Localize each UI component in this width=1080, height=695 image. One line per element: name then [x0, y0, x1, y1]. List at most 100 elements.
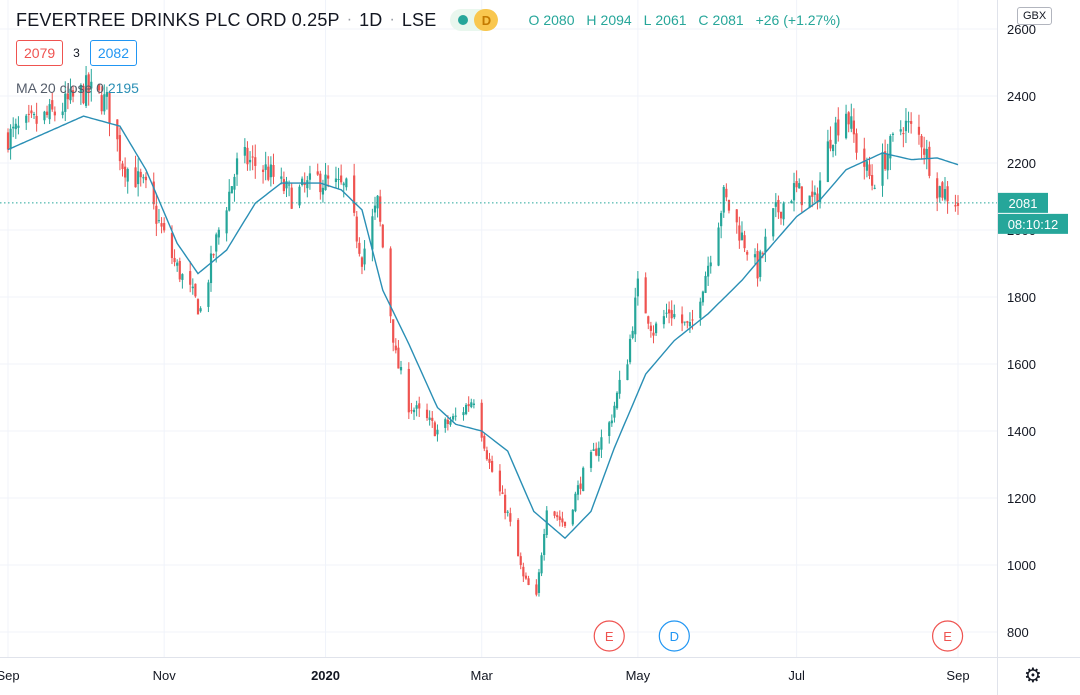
candle-body	[389, 248, 392, 317]
candle-body	[160, 223, 163, 227]
candle-down	[686, 320, 689, 329]
candle-down	[561, 511, 564, 527]
candle-body	[686, 321, 689, 323]
candle-down	[319, 170, 322, 200]
candle-up	[574, 491, 577, 513]
candle-body	[394, 345, 397, 351]
candle-up	[363, 240, 366, 271]
candle-body	[32, 114, 36, 116]
candle-body	[571, 509, 574, 525]
event-circle	[593, 620, 625, 652]
candle-body	[139, 171, 142, 178]
quote-row: 2079 3 2082	[16, 40, 137, 66]
interval-label[interactable]: 1D	[359, 9, 383, 30]
candle-up	[301, 176, 304, 187]
earnings-marker[interactable]: E	[931, 620, 964, 652]
candle-down	[563, 521, 567, 528]
candle-body	[582, 467, 585, 492]
candle-down	[779, 211, 783, 225]
candle-body	[399, 367, 403, 371]
candle-body	[844, 113, 848, 139]
candle-body	[126, 169, 129, 182]
candle-up	[43, 110, 46, 125]
candle-up	[673, 304, 676, 320]
candle-up	[891, 132, 895, 142]
sell-price-button[interactable]: 2079	[16, 40, 64, 66]
candle-up	[176, 259, 179, 272]
candle-body	[121, 163, 124, 170]
candle-body	[43, 111, 46, 121]
candle-body	[699, 301, 702, 319]
settings-gear-icon[interactable]: ⚙	[1024, 665, 1042, 687]
candle-body	[868, 164, 871, 176]
candle-body	[116, 119, 119, 140]
candle-down	[160, 217, 163, 234]
candle-body	[889, 136, 892, 159]
candle-body	[488, 458, 491, 463]
candle-down	[6, 128, 10, 153]
y-tick-label: 1000	[1007, 558, 1036, 573]
candle-down	[173, 249, 176, 267]
candle-up	[844, 104, 848, 140]
currency-button[interactable]: GBX	[1017, 7, 1053, 25]
candle-body	[774, 202, 777, 207]
symbol-title[interactable]: FEVERTREE DRINKS PLC ORD 0.25P	[16, 9, 340, 30]
candle-body	[301, 178, 304, 185]
candle-body	[436, 429, 439, 435]
candles	[6, 65, 960, 597]
candle-down	[681, 306, 684, 332]
buy-price-button[interactable]: 2082	[89, 40, 137, 66]
candle-down	[327, 165, 330, 188]
candle-down	[509, 507, 512, 527]
candle-down	[134, 155, 137, 188]
candle-down	[884, 139, 887, 171]
candle-up	[324, 162, 327, 191]
candle-body	[428, 417, 431, 420]
candle-body	[444, 419, 447, 428]
spread-value: 3	[73, 46, 80, 60]
candle-down	[360, 256, 364, 275]
candle-body	[290, 187, 293, 209]
candle-body	[498, 470, 502, 492]
dividend-marker[interactable]: D	[658, 620, 690, 652]
candle-down	[923, 136, 926, 165]
candle-body	[189, 271, 192, 285]
candle-body	[863, 148, 866, 167]
candle-body	[355, 216, 358, 242]
candle-up	[626, 359, 629, 381]
candle-body	[207, 282, 210, 307]
candle-body	[826, 141, 829, 182]
candle-body	[230, 186, 233, 194]
candle-body	[740, 232, 744, 241]
market-status-pill[interactable]: D	[450, 9, 499, 31]
candle-up	[707, 256, 710, 286]
candle-down	[139, 168, 142, 187]
candle-body	[884, 151, 887, 170]
candle-down	[524, 572, 528, 580]
candle-body	[340, 175, 343, 183]
candle-body	[683, 321, 686, 323]
candle-body	[904, 120, 908, 132]
candle-up	[662, 309, 665, 329]
candle-body	[103, 94, 106, 112]
candle-up	[90, 68, 93, 102]
candle-body	[12, 126, 15, 129]
candle-body	[553, 511, 556, 516]
candle-up	[126, 167, 129, 194]
candle-down	[670, 300, 673, 326]
candle-body	[829, 139, 832, 149]
event-circle	[931, 620, 964, 652]
candle-body	[558, 516, 561, 520]
earnings-marker[interactable]: E	[593, 620, 625, 652]
separator-dot: ·	[389, 11, 395, 28]
candle-body	[681, 314, 684, 324]
ma-legend[interactable]: MA 20 close 0 2195	[16, 80, 139, 96]
candle-body	[280, 176, 283, 179]
candle-body	[652, 332, 655, 336]
candle-body	[720, 213, 723, 227]
candle-up	[704, 271, 707, 294]
candle-body	[527, 578, 530, 586]
candle-up	[233, 173, 236, 202]
candle-up	[191, 278, 194, 295]
